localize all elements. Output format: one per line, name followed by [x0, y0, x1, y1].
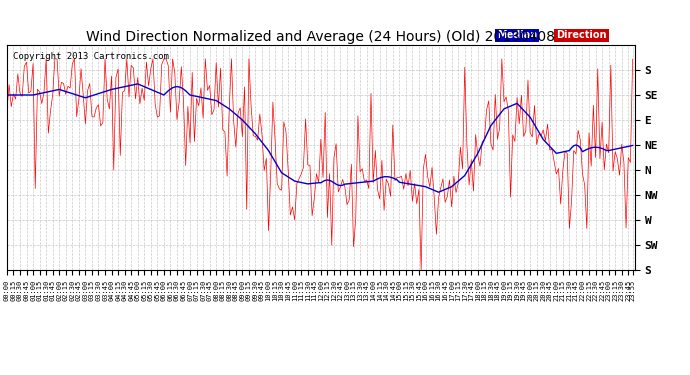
Text: Direction: Direction [556, 30, 607, 40]
Text: Median: Median [497, 30, 537, 40]
Text: Copyright 2013 Cartronics.com: Copyright 2013 Cartronics.com [13, 52, 169, 61]
Title: Wind Direction Normalized and Average (24 Hours) (Old) 20130408: Wind Direction Normalized and Average (2… [86, 30, 555, 44]
